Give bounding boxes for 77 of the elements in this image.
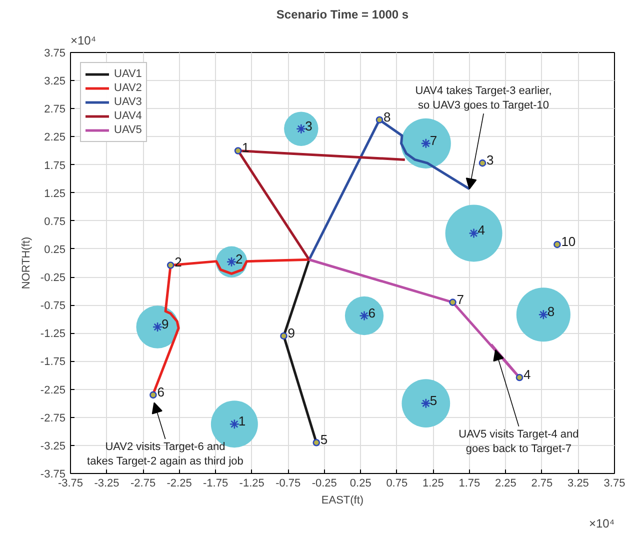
point xyxy=(280,332,288,340)
chart-title: Scenario Time = 1000 s xyxy=(276,8,409,22)
annotation: 4 xyxy=(523,367,531,382)
x-tick-label: -2.75 xyxy=(130,478,156,490)
annotation: UAV2 visits Target-6 and takes Target-2 again as third job xyxy=(87,440,244,468)
x-tick-label: -1.25 xyxy=(239,478,264,490)
point xyxy=(312,438,320,446)
y-tick-label: -3.75 xyxy=(40,468,66,480)
point xyxy=(166,262,174,269)
x-tick-label: -3.25 xyxy=(94,478,120,490)
y-tick-label: -1.25 xyxy=(40,328,66,340)
x-tick-label: 3.75 xyxy=(604,478,626,490)
point xyxy=(229,418,240,430)
x-tick-label: 0.25 xyxy=(350,478,372,490)
x-tick-label: 2.75 xyxy=(531,478,553,490)
x-tick-label: -1.75 xyxy=(203,478,228,490)
y-tick-label: -0.25 xyxy=(40,272,66,284)
x-tick-label: -3.75 xyxy=(58,478,84,490)
annotation: 6 xyxy=(368,305,376,320)
legend-label: UAV3 xyxy=(114,95,142,109)
annotation: 5 xyxy=(320,432,328,448)
x-tick-label: 1.75 xyxy=(458,478,480,490)
x-tick-label: -0.75 xyxy=(276,478,301,490)
point xyxy=(150,391,157,399)
y-tick-label: 3.25 xyxy=(44,76,66,88)
y-tick-label: -2.75 xyxy=(40,412,66,424)
point xyxy=(420,398,432,408)
x-tick-label: -2.25 xyxy=(166,478,192,490)
y-tick-label: 2.25 xyxy=(44,132,66,144)
legend-label: UAV5 xyxy=(114,123,142,137)
legend-label: UAV1 xyxy=(114,67,142,81)
annotation: 2 xyxy=(236,251,243,266)
annotation: 4 xyxy=(478,222,486,238)
point xyxy=(538,309,549,320)
y-tick-label: -1.75 xyxy=(40,356,66,368)
point xyxy=(376,116,384,124)
annotation: 3 xyxy=(486,152,494,168)
y-tick-label: 1.75 xyxy=(44,160,66,172)
annotation: 9 xyxy=(162,316,169,332)
x-tick-label: 0.75 xyxy=(386,478,408,490)
y-tick-label: 3.75 xyxy=(44,48,66,60)
y-tick-label: -3.25 xyxy=(40,440,66,452)
y-tick-label: -2.25 xyxy=(40,384,66,396)
text: ×10⁴ xyxy=(588,516,615,530)
annotation: 5 xyxy=(430,392,438,408)
y-tick-label: 0.75 xyxy=(44,216,66,228)
annotation: 6 xyxy=(157,384,164,400)
point xyxy=(516,374,524,382)
point xyxy=(234,147,242,154)
y-axis-title: NORTH(ft) xyxy=(20,236,32,290)
x-tick-label: 1.25 xyxy=(422,478,444,490)
y-tick-label: 2.75 xyxy=(44,104,66,116)
annotation: 1 xyxy=(238,414,246,429)
legend-label: UAV2 xyxy=(114,81,142,95)
annotation: UAV5 visits Target-4 and goes back to Target-7 xyxy=(458,428,579,455)
annotation: 10 xyxy=(561,234,576,249)
point xyxy=(554,240,561,248)
y-tick-label: 1.25 xyxy=(44,188,66,200)
point xyxy=(449,298,456,306)
x-axis-title: EAST(ft) xyxy=(321,494,364,506)
text: ×10⁴ xyxy=(70,34,96,48)
y-tick-label: -0.75 xyxy=(40,300,66,312)
x-tick-label: 2.25 xyxy=(494,478,516,490)
y-tick-label: 0.25 xyxy=(44,244,66,256)
x-tick-label: -0.25 xyxy=(312,478,337,490)
annotation: 3 xyxy=(305,118,312,134)
annotation: 7 xyxy=(456,292,464,307)
point xyxy=(420,138,432,149)
point xyxy=(468,228,479,238)
legend-label: UAV4 xyxy=(114,109,142,123)
point xyxy=(478,159,486,167)
annotation: 7 xyxy=(430,132,438,148)
x-tick-label: 3.25 xyxy=(568,478,589,490)
annotation: 8 xyxy=(547,304,555,320)
annotation: UAV4 takes Target-3 earlier, so UAV3 goes to Target-10 xyxy=(415,85,552,112)
annotation: 9 xyxy=(288,325,295,340)
annotation: 8 xyxy=(383,109,391,124)
